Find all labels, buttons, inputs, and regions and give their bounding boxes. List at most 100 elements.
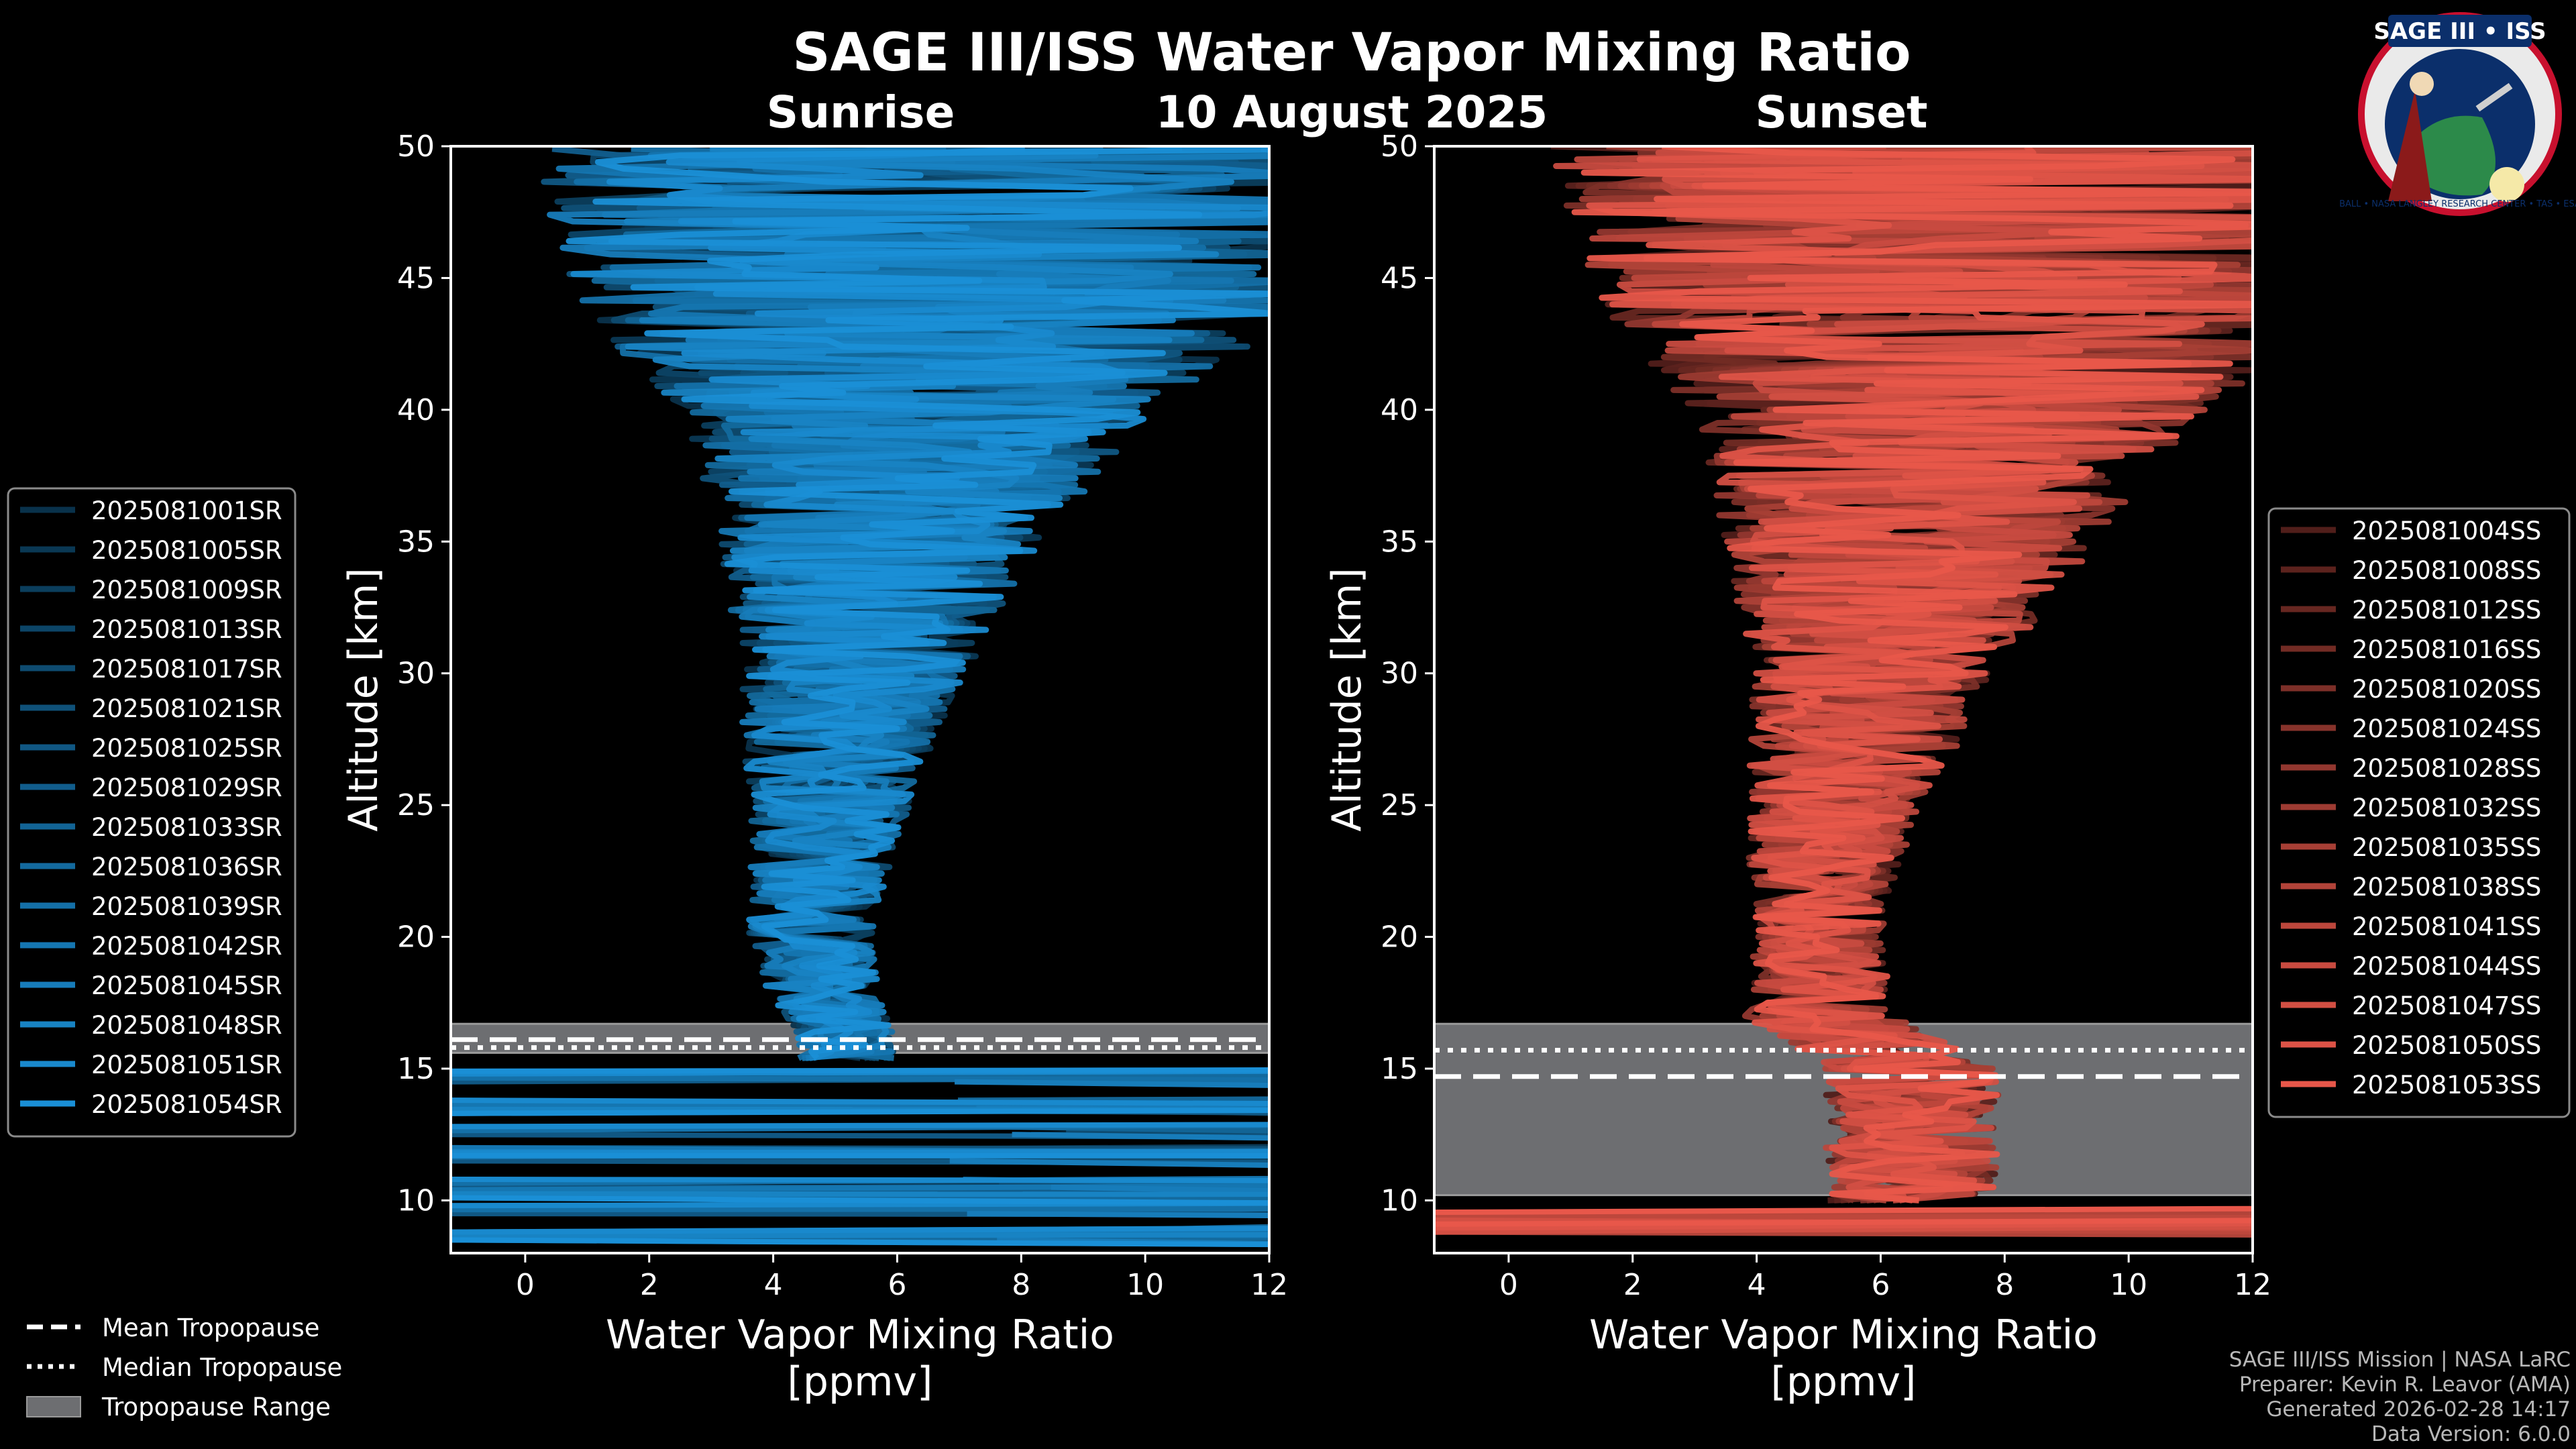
x-tick-label: 4 <box>1748 1268 1766 1302</box>
legend-entry: 2025081047SS <box>2352 991 2541 1020</box>
legend-entry: 2025081016SS <box>2352 635 2541 664</box>
x-tick-label: 2 <box>1623 1268 1642 1302</box>
x-tick-label: 6 <box>1871 1268 1890 1302</box>
credit-data-version: Data Version: 6.0.0 <box>2371 1422 2571 1446</box>
plot-content <box>1434 146 2253 1238</box>
legend-entry: 2025081053SS <box>2352 1071 2541 1099</box>
logo-banner <box>2388 15 2532 47</box>
sunset-subplot-title: Sunset <box>1755 87 1927 138</box>
logo-sun-icon <box>2489 167 2524 202</box>
legend-entry: 2025081029SR <box>91 773 282 802</box>
x-tick-label: 0 <box>1499 1268 1518 1302</box>
profile-low-2025081054SR <box>451 1067 1269 1074</box>
legend-entry: 2025081025SR <box>91 734 282 763</box>
profile-low-2025081051SR <box>451 1097 1269 1107</box>
profile-low-2025081045SR <box>967 1211 1269 1218</box>
legend-entry: 2025081012SS <box>2352 596 2541 625</box>
y-tick-label: 40 <box>397 393 435 427</box>
x-axis-label: Water Vapor Mixing Ratio <box>1589 1311 2098 1358</box>
profile-low-2025081045SR <box>955 1079 1269 1088</box>
x-tick-label: 10 <box>2110 1268 2147 1302</box>
profile-2025081053SS <box>1571 146 2253 1203</box>
legend-entry: 2025081005SR <box>91 536 282 565</box>
legend-entry: 2025081044SS <box>2352 952 2541 981</box>
legend-entry: 2025081021SR <box>91 694 282 723</box>
y-tick-label: 10 <box>1381 1183 1418 1218</box>
profile-low-2025081053SS <box>1434 1218 2253 1227</box>
legend-box <box>7 487 297 1138</box>
credit-mission: SAGE III/ISS Mission | NASA LaRC <box>2229 1348 2571 1372</box>
legend-entry: 2025081042SR <box>91 932 282 961</box>
profile-low-2025081050SS <box>1434 1221 2253 1231</box>
y-tick-label: 45 <box>397 261 435 295</box>
tropopause-legend: Mean Tropopause Median Tropopause Tropop… <box>26 1313 342 1421</box>
y-tick-label: 45 <box>1381 261 1418 295</box>
profile-low-2025081039SR <box>451 1206 1269 1213</box>
profile-low-2025081051SR <box>451 1122 1269 1130</box>
profile-low-2025081045SR <box>1012 1132 1269 1141</box>
legend-entry: 2025081020SS <box>2352 675 2541 704</box>
y-tick-label: 35 <box>397 525 435 559</box>
legend-entry: 2025081024SS <box>2352 714 2541 743</box>
profile-2025081054SR <box>566 146 1269 1061</box>
profile-low-2025081051SR <box>451 1226 1269 1235</box>
y-tick-label: 15 <box>1381 1052 1418 1086</box>
legend-entry: 2025081036SR <box>91 853 282 881</box>
y-tick-label: 25 <box>397 788 435 822</box>
x-tick-label: 8 <box>1995 1268 2014 1302</box>
tropopause-range-swatch <box>26 1396 81 1417</box>
profile-low-2025081041SS <box>1434 1214 2253 1220</box>
profile-low-2025081053SS <box>1434 1205 2253 1216</box>
tropopause-range-label: Tropopause Range <box>101 1393 331 1421</box>
median-tropopause-label: Median Tropopause <box>102 1353 342 1382</box>
legend-entry: 2025081035SS <box>2352 833 2541 862</box>
legend-entry: 2025081048SR <box>91 1011 282 1040</box>
x-axis-label: [ppmv] <box>1771 1358 1917 1405</box>
profile-low-2025081051SR <box>451 1148 1269 1156</box>
x-tick-label: 6 <box>888 1268 906 1302</box>
profile-low-2025081054SR <box>451 1195 1269 1206</box>
sunrise-legend: 2025081001SR 2025081005SR 2025081009SR 2025… <box>7 487 297 1138</box>
legend-entry: 2025081017SR <box>91 655 282 684</box>
plot-content <box>451 146 1269 1248</box>
mean-tropopause-label: Mean Tropopause <box>102 1313 320 1342</box>
legend-entry: 2025081013SR <box>91 615 282 644</box>
profile-low-2025081047SS <box>1434 1224 2253 1235</box>
figure-date: 10 August 2025 <box>1156 87 1548 138</box>
x-tick-label: 8 <box>1012 1268 1030 1302</box>
profile-low-2025081054SR <box>451 1237 1269 1248</box>
x-tick-label: 2 <box>640 1268 659 1302</box>
y-axis-label: Altitude [km] <box>340 568 387 832</box>
credit-preparer: Preparer: Kevin R. Leavor (AMA) <box>2239 1373 2571 1397</box>
y-tick-label: 50 <box>397 129 435 164</box>
y-tick-label: 30 <box>397 657 435 691</box>
legend-entry: 2025081001SR <box>91 496 282 525</box>
legend-entry: 2025081051SR <box>91 1051 282 1079</box>
plot-frame <box>449 145 1271 1254</box>
legend-entry: 2025081038SS <box>2352 873 2541 902</box>
sunset-legend: 2025081004SS 2025081008SS 2025081012SS 2025… <box>2267 507 2571 1118</box>
x-tick-label: 12 <box>2234 1268 2271 1302</box>
y-tick-label: 35 <box>1381 525 1418 559</box>
mission-logo: SAGE III • ISS BALL • NASA LANGLEY RESEA… <box>2339 12 2576 216</box>
logo-ring-text: BALL • NASA LANGLEY RESEARCH CENTER • TA… <box>2339 199 2576 209</box>
x-tick-label: 4 <box>764 1268 783 1302</box>
profile-low-2025081039SR <box>451 1075 1269 1083</box>
x-tick-label: 0 <box>516 1268 535 1302</box>
legend-entry: 2025081033SR <box>91 813 282 842</box>
y-tick-label: 40 <box>1381 393 1418 427</box>
logo-title: SAGE III • ISS <box>2373 18 2546 45</box>
x-axis-label: Water Vapor Mixing Ratio <box>606 1311 1114 1358</box>
legend-entry: 2025081009SR <box>91 576 282 604</box>
y-axis-label: Altitude [km] <box>1324 568 1371 832</box>
legend-entry: 2025081039SR <box>91 892 282 921</box>
y-tick-label: 20 <box>397 920 435 955</box>
plot-frame <box>1433 145 2254 1254</box>
legend-entry: 2025081004SS <box>2352 517 2541 545</box>
profile-low-2025081051SR <box>451 1177 1269 1183</box>
profile-low-2025081045SR <box>949 1158 1269 1168</box>
profile-2025081050SS <box>1586 146 2253 1203</box>
legend-entry: 2025081054SR <box>91 1090 282 1119</box>
sunset-panel: Sunset 0 2 4 6 8 10 12 10 15 20 25 30 35 40 45 50 Water V… <box>1324 87 2271 1405</box>
